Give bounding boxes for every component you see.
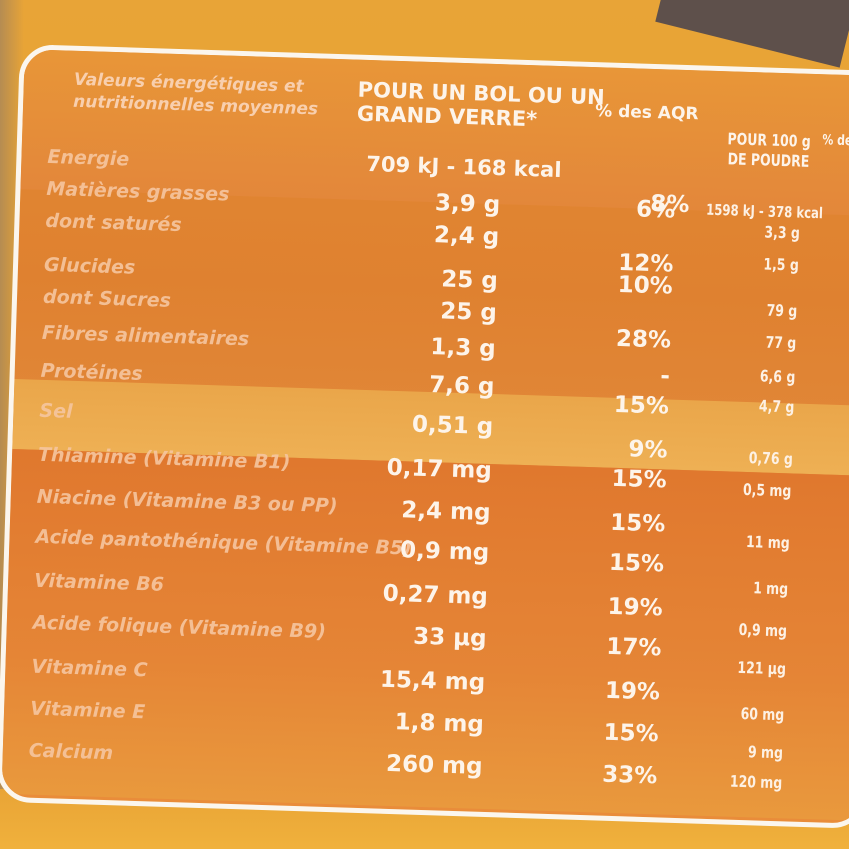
nutrient-rda-value: 15% [613, 391, 670, 420]
nutrient-per-100g-value: 120 mg [729, 771, 783, 793]
nutrient-serving-value: 25 g [440, 266, 499, 295]
nutrient-label: Vitamine B6 [33, 569, 165, 596]
nutrient-label: Fibres alimentaires [41, 321, 250, 351]
nutrient-label: Protéines [40, 359, 144, 386]
nutrient-label: Calcium [28, 739, 114, 765]
header-per-100g: POUR 100 g DE POUDRE [727, 129, 812, 171]
header-rda: % des AQR [594, 101, 699, 125]
nutrient-rda-value: 33% [601, 761, 658, 790]
nutrient-rda-value: 15% [611, 465, 668, 494]
nutrient-serving-value: 2,4 g [433, 222, 500, 251]
nutrient-per-100g-value: 121 µg [736, 657, 787, 679]
nutrient-serving-value: 0,27 mg [382, 580, 489, 610]
nutrient-serving-value: 15,4 mg [379, 666, 486, 696]
nutrient-serving-value: 260 mg [385, 750, 483, 780]
nutrient-label: Sel [39, 399, 73, 423]
nutrient-rda-value: 15% [603, 719, 660, 748]
nutrient-label: Vitamine C [31, 655, 148, 682]
nutrient-label: Matières grasses [46, 177, 230, 206]
nutrient-rda-value: 9% [628, 436, 668, 464]
header-serving: POUR UN BOL OU UN GRAND VERRE* [356, 77, 606, 132]
nutrient-serving-value: 0,9 mg [399, 537, 490, 566]
nutrient-per-100g-value: 4,7 g [758, 396, 795, 417]
energy-label: Energie [47, 145, 130, 171]
nutrient-per-100g-value: 1,5 g [762, 254, 799, 275]
nutrient-serving-value: 1,8 mg [394, 709, 485, 738]
nutrient-rda-value: 15% [608, 549, 665, 578]
nutrient-rda-value: 19% [604, 677, 661, 706]
nutrient-label: dont Sucres [42, 285, 172, 312]
nutrient-rda-value: 10% [617, 271, 674, 300]
nutrient-per-100g-value: 0,5 mg [742, 479, 792, 501]
nutrient-rda-value: 15% [609, 509, 666, 538]
nutrient-serving-value: 33 µg [412, 623, 487, 652]
nutrient-serving-value: 7,6 g [428, 372, 495, 401]
nutrient-serving-value: 3,9 g [434, 190, 501, 219]
nutrient-rda-value: 19% [607, 593, 663, 622]
nutrient-rda-value: 6% [635, 196, 676, 224]
nutrient-label: Glucides [43, 253, 136, 279]
nutrient-serving-value: 25 g [439, 298, 498, 327]
header-label: Valeurs énergétiques et nutritionnelles … [72, 69, 319, 120]
header-rda-100g: % de [822, 132, 849, 150]
nutrient-label: Vitamine E [29, 697, 146, 724]
nutrient-label: dont saturés [45, 209, 182, 237]
nutrient-serving-value: 2,4 mg [400, 497, 491, 527]
nutrition-table: Valeurs énergétiques et nutritionnelles … [0, 44, 849, 829]
nutrient-serving-value: 1,3 g [430, 334, 497, 363]
nutrient-serving-value: 0,17 mg [386, 454, 493, 485]
nutrient-serving-value: 0,51 g [411, 411, 494, 441]
nutrient-per-100g-value: 9 mg [747, 742, 784, 763]
nutrient-rda-value: 17% [605, 633, 662, 662]
